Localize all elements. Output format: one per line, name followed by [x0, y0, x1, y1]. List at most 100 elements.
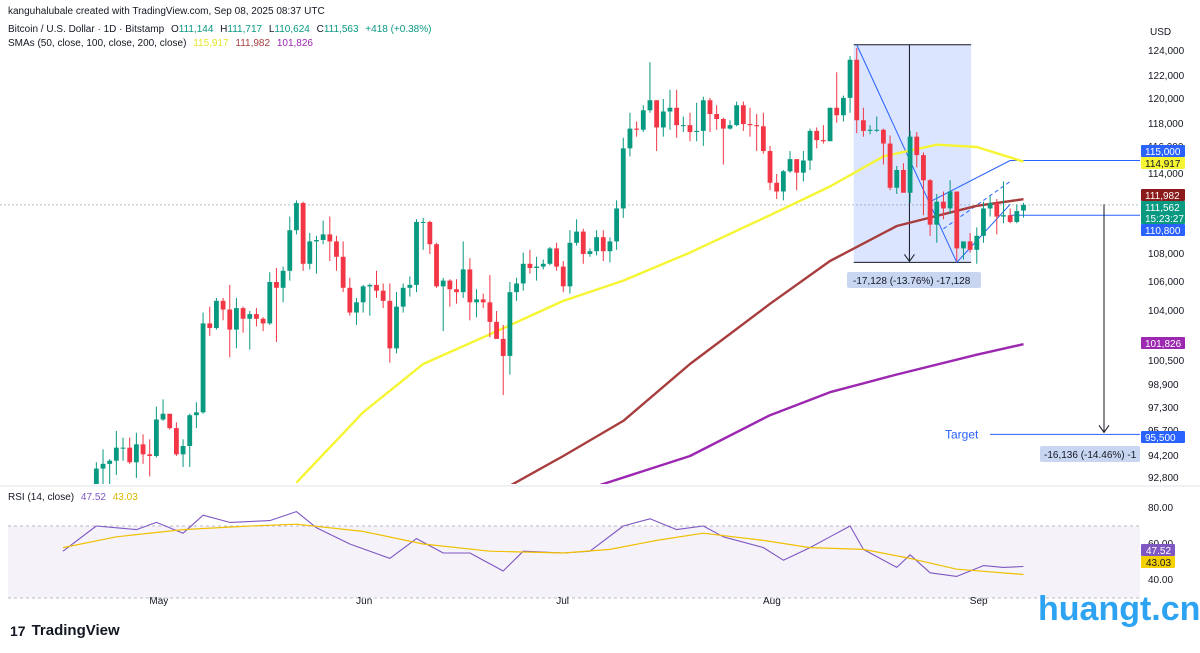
candle-body — [354, 302, 359, 313]
x-axis-label: Jul — [556, 596, 569, 607]
candle-body — [660, 111, 666, 128]
candle-body — [680, 125, 686, 127]
candle-body — [294, 203, 299, 231]
sma100-value: 111,982 — [235, 38, 271, 49]
candle-body — [627, 128, 633, 149]
candle-body — [400, 287, 406, 307]
rsi-label-text: 43.03 — [1146, 558, 1171, 569]
sma-line-100 — [510, 198, 1024, 484]
candle-body — [907, 136, 913, 193]
candle-body — [740, 105, 746, 124]
candle-body — [647, 100, 653, 111]
candle-body — [994, 203, 1000, 217]
candle-body — [61, 602, 66, 605]
candle-body — [474, 299, 479, 303]
candle-body — [807, 130, 813, 161]
candle-body — [967, 241, 973, 250]
candle-body — [194, 412, 199, 416]
price-tick-label: 122,000 — [1148, 71, 1185, 82]
candle-body — [934, 201, 940, 225]
candle-body — [420, 221, 426, 223]
candle-body — [540, 263, 546, 267]
candle-body — [387, 300, 393, 349]
candle-body — [700, 100, 706, 131]
candle-body — [440, 280, 446, 287]
candle-body — [927, 180, 933, 225]
rsi-label-text: 47.52 — [1146, 546, 1171, 557]
candle-body — [787, 159, 793, 172]
tradingview-logo[interactable]: 17 TradingView — [10, 622, 120, 639]
rsi-label-box — [1141, 556, 1175, 568]
candle-body — [827, 107, 833, 142]
rsi-legend: RSI (14, close) 47.52 43.03 — [8, 492, 142, 503]
candle-body — [274, 282, 279, 288]
symbol-title: Bitcoin / U.S. Dollar · 1D · Bitstamp — [8, 24, 165, 35]
candle-body — [861, 120, 866, 131]
candle-body — [187, 415, 193, 446]
candle-body — [567, 242, 573, 287]
price-label-text: 115,000 — [1145, 147, 1181, 158]
candle-body — [460, 269, 466, 293]
candle-body — [240, 308, 246, 319]
candle-body — [914, 136, 920, 156]
candle-body — [207, 323, 213, 329]
candle-body — [634, 128, 640, 130]
rsi-value: 47.52 — [80, 492, 106, 503]
candle-body — [774, 182, 780, 192]
candle-body — [267, 282, 273, 324]
price-label-box — [1141, 201, 1185, 213]
price-label-box — [1141, 145, 1185, 157]
candle-body — [847, 59, 853, 98]
candle-body — [854, 59, 860, 121]
candle-body — [760, 126, 766, 152]
price-tick-label: 97,300 — [1148, 403, 1179, 414]
candle-body — [574, 231, 579, 243]
candle-body — [340, 256, 346, 288]
candle-body — [107, 460, 113, 464]
candle-body — [347, 287, 353, 313]
rsi-ma-line — [62, 523, 1024, 576]
candle-body — [147, 454, 153, 456]
candle-body — [334, 241, 339, 257]
candle-body — [454, 289, 459, 293]
candle-body — [707, 100, 713, 114]
candle-body — [881, 129, 886, 144]
sma50-value: 115,917 — [193, 38, 229, 49]
candle-body — [167, 413, 173, 429]
price-label-text: 111,982 — [1145, 191, 1180, 202]
candle-body — [941, 201, 946, 209]
candle-body — [434, 244, 439, 287]
candle-body — [587, 251, 593, 254]
candle-body — [894, 169, 900, 188]
candle-body — [607, 241, 613, 252]
candle-body — [93, 468, 99, 484]
projection-arrow-head — [1098, 425, 1110, 434]
candle-body — [1014, 211, 1020, 222]
low-value: 110,624 — [274, 24, 310, 35]
rsi-tick-label: 80.00 — [1148, 503, 1173, 514]
candle-body — [394, 306, 399, 349]
candle-body — [414, 221, 419, 285]
x-axis-label: Sep — [970, 596, 988, 607]
candle-body — [327, 234, 333, 242]
drop-trendline — [856, 44, 958, 263]
sma-line-200 — [599, 343, 1024, 484]
candle-body — [947, 191, 953, 209]
candle-body — [374, 284, 379, 291]
price-tick-label: 100,500 — [1148, 356, 1185, 367]
candle-body — [1021, 204, 1026, 211]
price-label-text: 111,562 — [1145, 203, 1180, 214]
candle-body — [981, 208, 986, 236]
candle-body — [113, 447, 119, 461]
sma200-value: 101,826 — [276, 38, 313, 49]
candle-body — [667, 107, 673, 112]
candle-body — [987, 203, 993, 209]
candle-body — [580, 231, 586, 254]
candle-body — [127, 447, 133, 463]
candle-body — [834, 107, 840, 116]
price-tick-label: 98,900 — [1148, 380, 1179, 391]
high-value: 111,717 — [227, 24, 263, 35]
candle-body — [214, 300, 219, 329]
candle-body — [320, 234, 326, 240]
